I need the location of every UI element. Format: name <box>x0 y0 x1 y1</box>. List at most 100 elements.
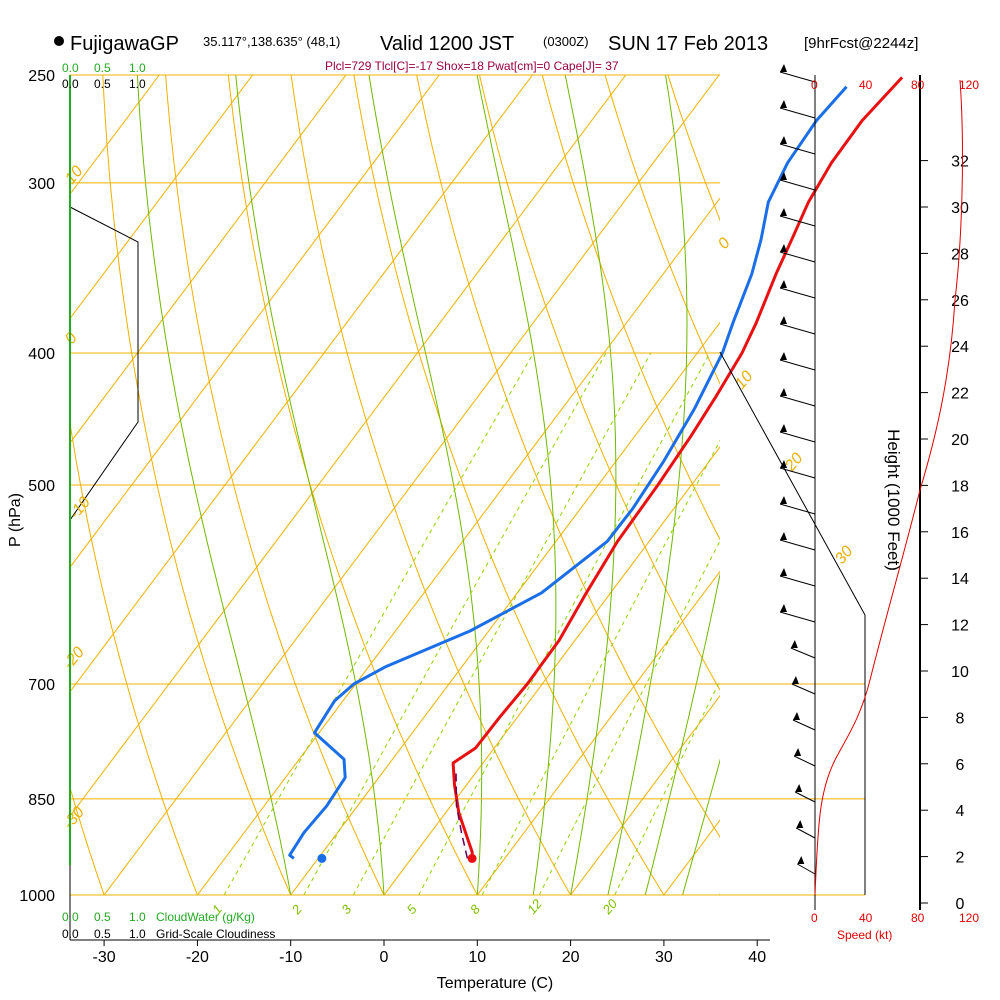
wind-pennant <box>780 100 787 108</box>
speed-bottom-tick-1: 40 <box>859 911 873 925</box>
speed-bottom-tick-2: 80 <box>911 911 925 925</box>
wind-pennant <box>793 712 800 720</box>
cloudwater-top-tick-0: 0.0 <box>62 61 79 75</box>
speed-label: Speed (kt) <box>837 928 892 942</box>
x-tick-label: 0 <box>380 949 389 966</box>
parcel-line <box>455 770 469 859</box>
wind-barbs <box>779 64 816 875</box>
wind-barb <box>779 359 816 371</box>
moist-adiabat-line <box>235 75 385 895</box>
wind-pennant <box>780 532 787 540</box>
dry-adiabat-line <box>416 75 720 838</box>
dry-adiabat-line <box>541 75 720 541</box>
wind-barb <box>779 215 816 227</box>
wind-barb <box>779 287 816 299</box>
wind-barb <box>779 107 816 119</box>
wind-barb <box>791 683 816 695</box>
valid-date: SUN 17 Feb 2013 <box>608 33 768 55</box>
moist-adiabat-line <box>644 572 720 895</box>
wind-barb <box>779 143 816 155</box>
height-tick-label: 30 <box>951 200 969 217</box>
mixing-ratio-line <box>614 679 720 895</box>
wind-barb <box>794 791 816 803</box>
wind-pennant <box>794 748 802 756</box>
wind-barb <box>796 827 816 839</box>
dry-adiabat-line <box>102 75 292 895</box>
height-tick-label: 4 <box>956 803 965 820</box>
height-tick-label: 16 <box>951 525 969 542</box>
dry-adiabat-line <box>856 75 1000 895</box>
height-tick-label: 18 <box>951 478 969 495</box>
wind-barb <box>779 395 816 407</box>
moist-adiabat-line <box>564 75 617 895</box>
mixing-ratio-line <box>352 352 652 895</box>
dry-adiabat-line <box>353 75 665 895</box>
adiabat-label: -30 <box>60 804 88 833</box>
height-tick-label: 28 <box>951 246 969 263</box>
adiabat-label: 10 <box>62 163 87 188</box>
forecast-label: [9hrFcst@2244z] <box>804 35 918 52</box>
adiabat-label: 30 <box>832 543 857 568</box>
cloudwater-bottom-tick-2: 1.0 <box>129 910 146 924</box>
wind-pennant <box>780 280 787 288</box>
cloudiness-label: Grid-Scale Cloudiness <box>156 927 275 941</box>
dry-adiabat-line <box>982 75 1000 895</box>
wind-pennant <box>780 352 787 360</box>
cloudiness-top-tick-0: 0.0 <box>62 77 79 91</box>
cloudwater-top-tick-2: 1.0 <box>129 61 146 75</box>
wind-pennant <box>797 856 805 864</box>
wind-barb <box>779 575 816 587</box>
stability-indices: Plcl=729 Tlcl[C]=-17 Shox=18 Pwat[cm]=0 … <box>325 59 619 73</box>
speed-top-tick-2: 80 <box>911 78 925 92</box>
wind-pennant <box>796 820 804 828</box>
wind-speed-profile <box>814 79 963 896</box>
height-tick-label: 10 <box>951 664 969 681</box>
height-tick-label: 22 <box>951 386 969 403</box>
cloudiness-top-tick-2: 1.0 <box>129 77 146 91</box>
speed-top-tick-1: 40 <box>859 78 873 92</box>
dry-adiabat-line <box>290 75 572 895</box>
cloud-profile-line <box>69 206 139 521</box>
height-tick-label: 0 <box>956 896 965 913</box>
wind-barb <box>779 323 816 335</box>
dry-adiabat-line <box>70 785 105 895</box>
pressure-tick-label: 400 <box>28 346 55 363</box>
mixing-ratio-label: 20 <box>599 896 621 918</box>
cloudwater-bottom-tick-0: 0.0 <box>62 910 79 924</box>
dry-adiabat-line <box>604 75 720 386</box>
height-tick-label: 2 <box>956 850 965 867</box>
station-bullet-icon <box>54 36 64 46</box>
cloudiness-tick-1: 0.5 <box>94 927 111 941</box>
dewpoint-line <box>288 85 848 860</box>
wind-pennant <box>780 568 787 576</box>
mixing-ratio-label: 5 <box>404 901 421 917</box>
adiabat-label: 0 <box>62 330 81 348</box>
mixing-ratio-line <box>481 439 720 895</box>
height-tick-label: 6 <box>956 757 965 774</box>
valid-time: Valid 1200 JST <box>380 33 514 55</box>
adiabat-label: -20 <box>60 644 88 673</box>
wind-pennant <box>780 424 787 432</box>
wind-barb <box>779 179 816 191</box>
cloudwater-label: CloudWater (g/Kg) <box>156 910 255 924</box>
x-tick-label: 20 <box>562 949 580 966</box>
wind-pennant <box>790 640 798 648</box>
speed-bottom-tick-0: 0 <box>811 911 818 925</box>
x-axis-title: Temperature (C) <box>437 975 553 992</box>
height-tick-label: 8 <box>956 710 965 727</box>
height-tick-label: 20 <box>951 432 969 449</box>
height-tick-label: 24 <box>951 339 969 356</box>
speed-top-tick-0: 0 <box>811 78 818 92</box>
wind-pennant <box>780 604 787 612</box>
wind-pennant <box>791 676 799 684</box>
wind-barb <box>797 863 816 875</box>
temperature-line <box>451 76 904 859</box>
mixing-ratio-line <box>223 352 534 895</box>
pressure-tick-label: 1000 <box>19 888 55 905</box>
moist-adiabat-line <box>607 75 688 895</box>
wind-pennant <box>780 136 787 144</box>
moist-adiabat-line <box>682 758 720 895</box>
moist-adiabat-line <box>476 75 557 895</box>
surface-dewpoint-marker <box>317 853 327 863</box>
